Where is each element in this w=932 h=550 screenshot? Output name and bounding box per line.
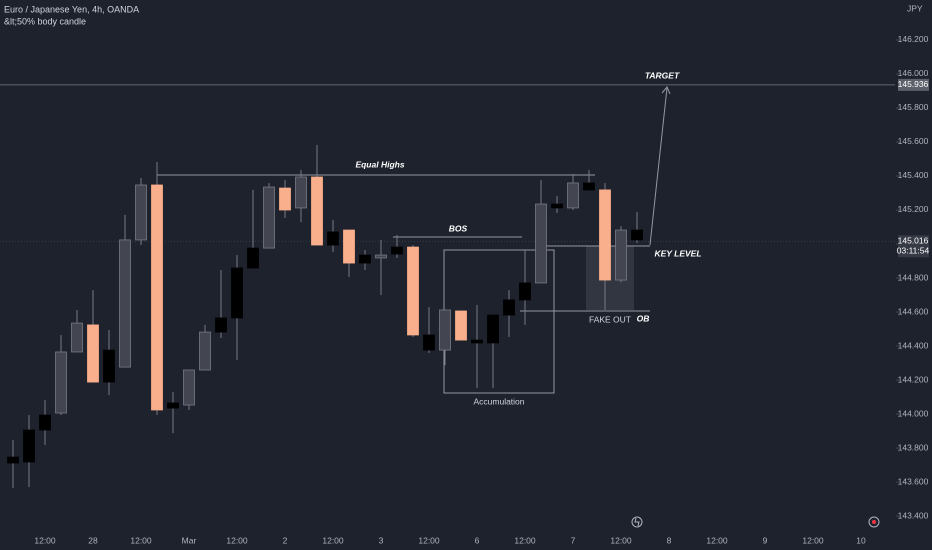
annotation: Equal Highs	[355, 159, 404, 169]
candle-body	[135, 184, 147, 241]
candle-body	[583, 182, 595, 191]
icon-glyph[interactable]	[634, 517, 640, 527]
last-price-label: 145.016	[898, 236, 929, 246]
y-tick-label: 144.800	[898, 272, 929, 282]
candle-body	[455, 310, 467, 341]
x-tick-label: 12:00	[706, 535, 728, 545]
candle-body	[55, 351, 67, 414]
y-tick-label: 145.800	[898, 102, 929, 112]
countdown-label: 03:11:54	[897, 246, 930, 256]
y-tick-label: 144.200	[898, 374, 929, 384]
target-price-label: 145.936	[898, 79, 929, 89]
x-tick-label: 12:00	[610, 535, 632, 545]
candle-body	[423, 334, 435, 351]
annotation: OB	[637, 313, 650, 323]
x-tick-label: 8	[667, 535, 672, 545]
icon-dot[interactable]	[872, 520, 876, 524]
y-tick-label: 146.200	[898, 34, 929, 44]
y-tick-label: 145.200	[898, 204, 929, 214]
y-tick-label: 144.000	[898, 408, 929, 418]
candle-body	[199, 331, 211, 371]
indicator-label: &lt;50% body candle	[4, 16, 86, 26]
x-tick-label: 12:00	[418, 535, 440, 545]
candle-body	[487, 314, 499, 344]
arrow-head	[661, 86, 671, 95]
x-tick-label: 12:00	[802, 535, 824, 545]
x-tick-label: 12:00	[322, 535, 344, 545]
annotation: TARGET	[645, 70, 680, 80]
currency-label: JPY	[907, 3, 923, 13]
x-tick-label: 12:00	[130, 535, 152, 545]
candle-body	[599, 189, 611, 281]
x-tick-label: 12:00	[514, 535, 536, 545]
icon-ring[interactable]	[868, 516, 880, 528]
candle-body	[7, 456, 19, 464]
y-tick-label: 144.400	[898, 340, 929, 350]
annotation: FAKE OUT	[589, 314, 631, 324]
y-tick-label: 146.000	[898, 68, 929, 78]
candle-body	[551, 203, 563, 209]
y-tick-label: 144.600	[898, 306, 929, 316]
x-tick-label: 28	[88, 535, 98, 545]
candle-body	[503, 299, 515, 316]
candle-body	[279, 187, 291, 211]
candle-body	[311, 176, 323, 246]
candle-body	[471, 339, 483, 344]
candle-body	[407, 246, 419, 336]
candle-body	[391, 246, 403, 255]
candle-body	[231, 267, 243, 319]
icon-ring[interactable]	[631, 516, 643, 528]
y-tick-label: 143.400	[898, 510, 929, 520]
icon[interactable]	[868, 516, 880, 528]
candle-body	[23, 429, 35, 463]
chart-title: Euro / Japanese Yen, 4h, OANDA	[4, 4, 139, 14]
candle-body	[87, 324, 99, 383]
candle-body	[567, 182, 579, 209]
target-arrow	[649, 87, 668, 246]
y-tick-label: 145.600	[898, 136, 929, 146]
candle-body	[247, 247, 259, 269]
x-tick-label: Mar	[182, 535, 197, 545]
candle-body	[167, 402, 179, 409]
candle-body	[359, 254, 371, 264]
price-label-box	[898, 235, 929, 258]
x-tick-label: 9	[763, 535, 768, 545]
x-tick-label: 12:00	[226, 535, 248, 545]
candle-body	[439, 309, 451, 351]
price-label-box	[898, 78, 929, 91]
x-tick-label: 6	[475, 535, 480, 545]
candle-body	[103, 349, 115, 383]
candle-body	[343, 229, 355, 264]
candle-body	[375, 254, 387, 259]
candle-body	[535, 203, 547, 284]
candle-body	[71, 322, 83, 353]
candle-body	[183, 369, 195, 406]
candle-body	[215, 317, 227, 333]
candle-body	[327, 231, 339, 246]
y-tick-label: 145.400	[898, 170, 929, 180]
candle-body	[119, 239, 131, 368]
y-tick-label: 143.800	[898, 442, 929, 452]
candle-body	[263, 186, 275, 249]
annotation: Accumulation	[473, 396, 524, 406]
candle-body	[39, 414, 51, 431]
x-tick-label: 7	[571, 535, 576, 545]
candle-body	[519, 282, 531, 301]
x-tick-label: 3	[379, 535, 384, 545]
icon[interactable]	[631, 516, 643, 528]
x-tick-label: 2	[283, 535, 288, 545]
annotation: KEY LEVEL	[654, 248, 701, 258]
annotation: BOS	[449, 223, 468, 233]
candle-body	[631, 229, 643, 241]
x-tick-label: 10	[856, 535, 866, 545]
y-tick-label: 143.600	[898, 476, 929, 486]
candle-body	[295, 176, 307, 209]
x-tick-label: 12:00	[34, 535, 56, 545]
candle-body	[151, 184, 163, 411]
candle-body	[615, 229, 627, 281]
